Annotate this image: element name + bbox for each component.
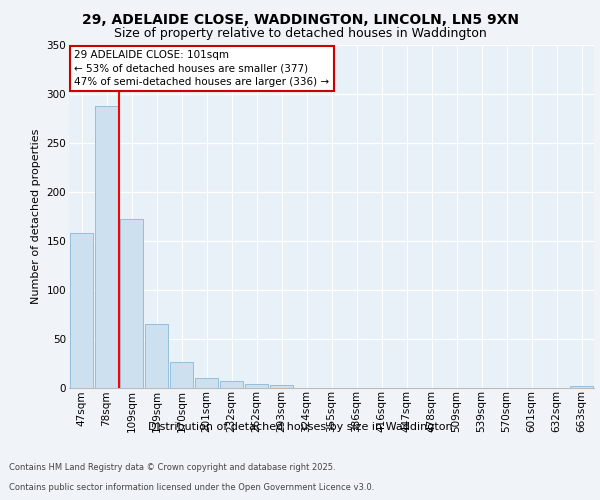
Bar <box>570 386 593 388</box>
Text: Distribution of detached houses by size in Waddington: Distribution of detached houses by size … <box>148 422 452 432</box>
Text: Size of property relative to detached houses in Waddington: Size of property relative to detached ho… <box>113 28 487 40</box>
Text: Contains HM Land Registry data © Crown copyright and database right 2025.: Contains HM Land Registry data © Crown c… <box>9 464 335 472</box>
Bar <box>95 106 118 388</box>
Text: 29 ADELAIDE CLOSE: 101sqm
← 53% of detached houses are smaller (377)
47% of semi: 29 ADELAIDE CLOSE: 101sqm ← 53% of detac… <box>74 50 329 86</box>
Bar <box>120 219 143 388</box>
Bar <box>195 378 218 388</box>
Bar <box>220 380 243 388</box>
Bar <box>170 362 193 388</box>
Y-axis label: Number of detached properties: Number of detached properties <box>31 128 41 304</box>
Bar <box>145 324 168 388</box>
Bar <box>70 233 93 388</box>
Text: Contains public sector information licensed under the Open Government Licence v3: Contains public sector information licen… <box>9 484 374 492</box>
Bar <box>270 384 293 388</box>
Bar <box>245 384 268 388</box>
Text: 29, ADELAIDE CLOSE, WADDINGTON, LINCOLN, LN5 9XN: 29, ADELAIDE CLOSE, WADDINGTON, LINCOLN,… <box>82 12 518 26</box>
